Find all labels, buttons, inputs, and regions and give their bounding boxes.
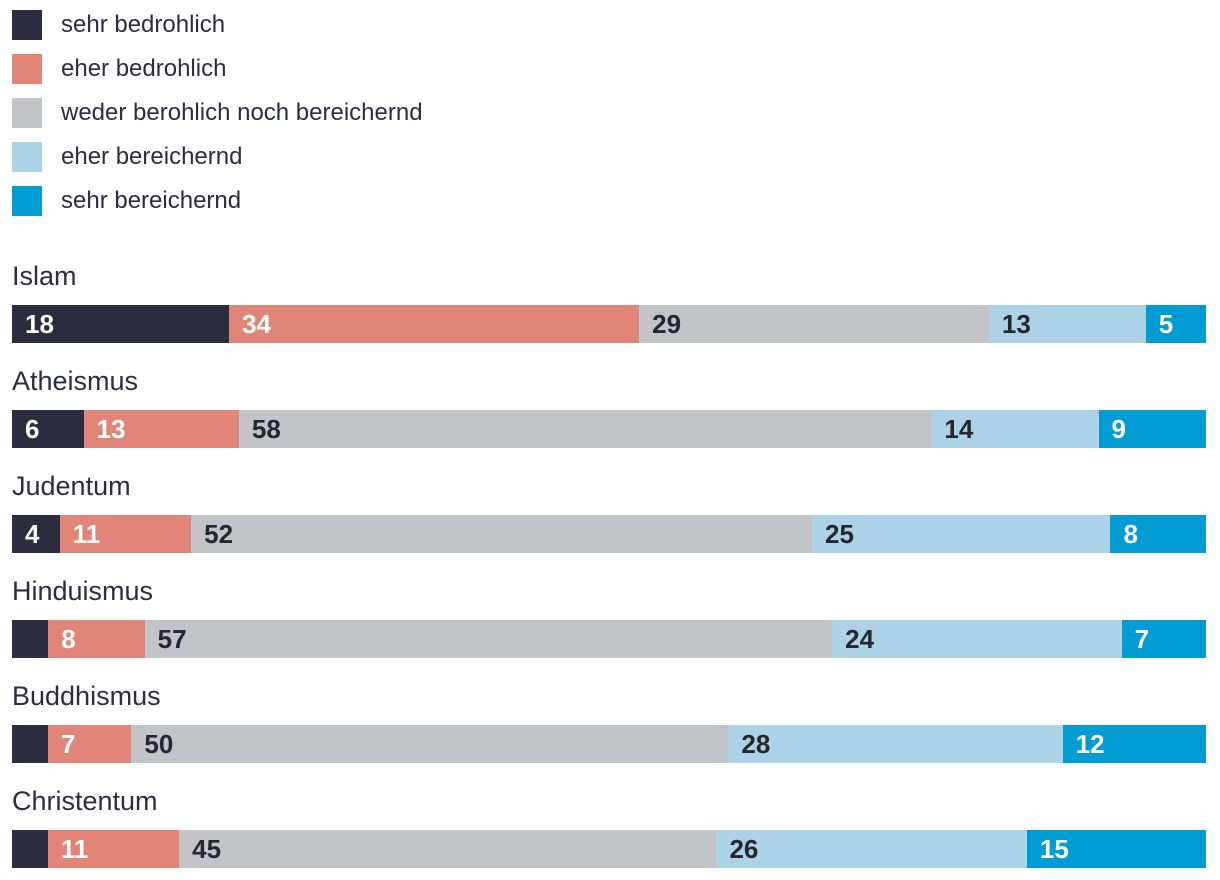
segment-value: 4 <box>25 518 40 549</box>
bar-segment: 58 <box>238 410 932 448</box>
segment-value: 28 <box>741 728 771 759</box>
segment-value: 14 <box>944 413 974 444</box>
category-label: Christentum <box>12 786 158 816</box>
segment-value: 15 <box>1039 833 1069 864</box>
chart-rows: Islam 18 34 29 13 5 Atheismus 6 13 58 14 9 Judentum 4… <box>12 260 1206 868</box>
segment-value: 29 <box>652 308 682 339</box>
segment-value: 26 <box>729 833 759 864</box>
bar-segment: 11 <box>59 515 192 553</box>
segment-value: 45 <box>192 833 222 864</box>
bar-segment: 15 <box>1026 830 1206 868</box>
bar-segment: 45 <box>179 830 717 868</box>
bar-segment: 34 <box>229 305 640 343</box>
stacked-bar: 8 57 24 7 <box>12 620 1206 658</box>
legend-item: eher bedrohlich <box>12 54 1206 84</box>
legend-item: weder berohlich noch bereichernd <box>12 98 1206 128</box>
segment-value: 8 <box>1123 518 1138 549</box>
bar-segment: 18 <box>12 305 230 343</box>
stacked-bar: 6 13 58 14 9 <box>12 410 1206 448</box>
segment-value: 13 <box>1001 308 1031 339</box>
segment-value: 25 <box>824 518 854 549</box>
legend-label: sehr bedrohlich <box>61 11 226 38</box>
bar-segment: 29 <box>639 305 989 343</box>
segment-value: 11 <box>72 518 101 549</box>
category-label: Buddhismus <box>12 681 161 711</box>
legend-swatch <box>12 54 42 84</box>
bar-segment: 14 <box>931 410 1099 448</box>
category-label: Judentum <box>12 471 131 501</box>
legend-label: sehr bereichernd <box>61 187 242 214</box>
bar-segment: 25 <box>811 515 1111 553</box>
bar-segment: 24 <box>832 620 1122 658</box>
bar-segment: 6 <box>12 410 84 448</box>
bar-segment: 50 <box>131 725 729 763</box>
legend-swatch <box>12 186 42 216</box>
chart-row: Christentum 11 45 26 15 <box>12 785 1206 868</box>
segment-value: 24 <box>845 623 875 654</box>
bar-segment <box>12 725 48 763</box>
bar-segment: 12 <box>1062 725 1206 763</box>
chart-row: Hinduismus 8 57 24 7 <box>12 575 1206 658</box>
bar-segment: 5 <box>1145 305 1206 343</box>
segment-value: 11 <box>60 833 89 864</box>
segment-value: 5 <box>1158 308 1174 339</box>
segment-value: 18 <box>25 308 54 339</box>
segment-value: 52 <box>204 518 234 549</box>
bar-segment: 13 <box>83 410 239 448</box>
bar-segment: 8 <box>1110 515 1206 553</box>
legend-swatch <box>12 98 42 128</box>
stacked-bar: 11 45 26 15 <box>12 830 1206 868</box>
stacked-bar: 7 50 28 12 <box>12 725 1206 763</box>
chart-row: Judentum 4 11 52 25 8 <box>12 470 1206 553</box>
legend-label: eher bedrohlich <box>61 55 227 82</box>
bar-segment <box>12 620 49 658</box>
legend-swatch <box>12 10 42 40</box>
bar-segment: 57 <box>144 620 833 658</box>
segment-value: 34 <box>242 308 272 339</box>
bar-segment: 7 <box>1121 620 1206 658</box>
category-label: Atheismus <box>12 366 139 396</box>
chart-row: Islam 18 34 29 13 5 <box>12 260 1206 343</box>
chart-row: Buddhismus 7 50 28 12 <box>12 680 1206 763</box>
bar-segment <box>12 830 48 868</box>
segment-value: 8 <box>61 623 76 654</box>
segment-value: 57 <box>157 623 187 654</box>
bar-segment: 26 <box>716 830 1027 868</box>
category-label: Islam <box>12 261 77 291</box>
bar-segment: 9 <box>1098 410 1206 448</box>
legend-swatch <box>12 142 42 172</box>
bar-segment: 52 <box>191 515 812 553</box>
legend-label: weder berohlich noch bereichernd <box>61 99 423 126</box>
bar-segment: 28 <box>728 725 1063 763</box>
chart-legend: sehr bedrohlich eher bedrohlich weder bero… <box>12 10 1206 216</box>
bar-segment: 8 <box>48 620 145 658</box>
segment-value: 13 <box>96 413 126 444</box>
legend-label: eher bereichernd <box>61 143 243 170</box>
bar-segment: 7 <box>47 725 132 763</box>
segment-value: 6 <box>25 413 40 444</box>
segment-value: 50 <box>144 728 174 759</box>
category-label: Hinduismus <box>12 576 154 606</box>
bar-segment: 13 <box>988 305 1146 343</box>
stacked-bar: 4 11 52 25 8 <box>12 515 1206 553</box>
bar-segment: 4 <box>12 515 60 553</box>
bar-segment: 11 <box>47 830 180 868</box>
segment-value: 7 <box>60 728 76 759</box>
legend-item: eher bereichernd <box>12 142 1206 172</box>
segment-value: 9 <box>1111 413 1126 444</box>
segment-value: 58 <box>251 413 281 444</box>
chart-row: Atheismus 6 13 58 14 9 <box>12 365 1206 448</box>
segment-value: 7 <box>1134 623 1150 654</box>
segment-value: 12 <box>1075 728 1105 759</box>
legend-item: sehr bedrohlich <box>12 10 1206 40</box>
legend-item: sehr bereichernd <box>12 186 1206 216</box>
stacked-bar: 18 34 29 13 5 <box>12 305 1206 343</box>
